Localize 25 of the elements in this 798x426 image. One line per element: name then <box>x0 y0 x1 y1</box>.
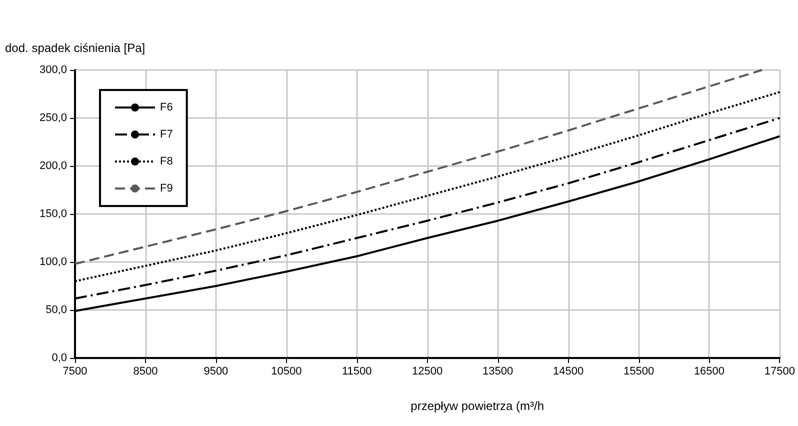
x-tick-label: 11500 <box>342 366 372 378</box>
y-axis-title: dod. spadek ciśnienia [Pa] <box>5 41 146 55</box>
y-tick-label: 50,0 <box>46 304 67 316</box>
y-tick-label: 0,0 <box>52 352 67 364</box>
x-tick-label: 13500 <box>482 366 514 378</box>
y-tick-label: 100,0 <box>39 256 67 268</box>
y-tick-label: 300,0 <box>39 64 67 76</box>
y-tick-label: 150,0 <box>39 208 67 220</box>
legend-label: F9 <box>160 182 173 194</box>
x-tick-label: 7500 <box>62 366 88 378</box>
x-axis-title: przepływ powietrza (m³/h <box>410 399 544 413</box>
x-tick-label: 8500 <box>133 366 158 378</box>
x-tick-label: 9500 <box>204 366 228 378</box>
x-tick-label: 14500 <box>552 366 584 378</box>
legend-label: F7 <box>160 128 173 140</box>
x-tick-label: 16500 <box>694 366 725 378</box>
legend-label: F8 <box>160 156 173 168</box>
x-tick-label: 12500 <box>412 366 443 378</box>
y-tick-label: 250,0 <box>39 112 67 124</box>
x-tick-label: 15500 <box>623 366 654 378</box>
x-tick-label: 17500 <box>764 366 796 378</box>
x-tick-label: 10500 <box>271 366 302 378</box>
y-tick-label: 200,0 <box>39 160 67 172</box>
legend-label: F6 <box>160 102 173 114</box>
line-series <box>74 69 764 265</box>
